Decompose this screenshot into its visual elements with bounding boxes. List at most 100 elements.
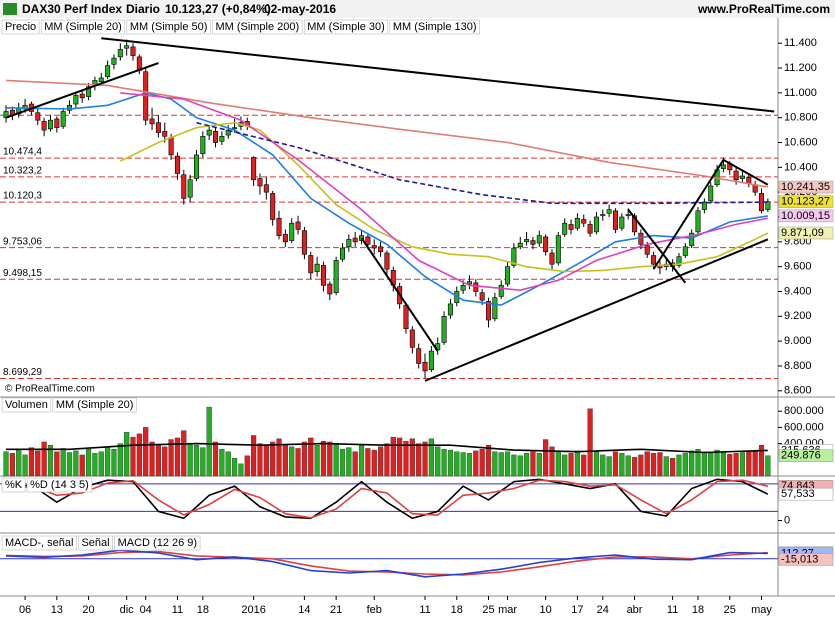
volume-bar [466, 453, 473, 477]
legend-box [303, 19, 389, 35]
logo [3, 3, 17, 15]
volume-bar [22, 454, 28, 477]
volume-bar [168, 439, 174, 477]
candle-body [486, 301, 492, 321]
y-tick-label: 9.400 [784, 285, 812, 297]
last-value-label: 57,533 [781, 488, 815, 500]
candle-body [498, 284, 504, 297]
volume-bar [270, 441, 276, 477]
volume-bar [244, 455, 250, 477]
legend-box [40, 19, 126, 35]
candle-body [555, 235, 561, 264]
volume-bar [282, 445, 288, 477]
volume-bar [92, 453, 98, 477]
candle-body [346, 239, 352, 248]
volume-bar [720, 451, 727, 477]
volume-bar [403, 440, 409, 477]
legend-box [212, 19, 303, 35]
x-tick-label: may [751, 604, 772, 616]
level-label: 10.323,2 [3, 166, 42, 177]
legend-label: MACD (12 26 9) [118, 537, 197, 549]
volume-bar [200, 447, 206, 477]
volume-bar [149, 441, 155, 477]
volume-bar [447, 449, 454, 477]
candle-body [593, 216, 599, 233]
volume-bar [289, 446, 295, 477]
volume-bar [60, 448, 66, 477]
candle-body [720, 164, 726, 169]
volume-bar [212, 441, 219, 477]
quote: 10.123,27 (+0,84%) [165, 2, 271, 16]
volume-bar [543, 439, 549, 477]
volume-bar [314, 445, 320, 477]
candle-body [352, 237, 358, 243]
candle-body [327, 283, 333, 295]
candle-body [505, 266, 511, 285]
legend-label: MACD-, señal [5, 537, 73, 549]
volume-bar [593, 451, 600, 477]
legend-label: MM (Simple 200) [215, 21, 299, 33]
candle-body [441, 316, 447, 343]
legend-label: %D (14 3 5) [30, 479, 89, 491]
candle-body [320, 265, 326, 286]
candle-body [409, 329, 415, 348]
candle-body [733, 170, 739, 181]
candle-body [301, 230, 307, 255]
volume-bar [530, 451, 536, 477]
y-tick-label: 8.600 [784, 385, 812, 397]
volume-bar [682, 453, 688, 477]
plot: 8.6008.8009.0009.2009.4009.6009.80010.00… [0, 19, 834, 616]
volume-bar [409, 438, 415, 477]
candle-body [422, 361, 428, 372]
volume-bar [581, 454, 587, 477]
x-tick-label: 25 [482, 604, 494, 616]
series-line [5, 549, 768, 578]
candle-body [181, 174, 187, 199]
legend-box [52, 397, 137, 413]
x-tick-label: 18 [197, 604, 209, 616]
y-tick-label: 10.800 [784, 112, 818, 124]
legend-box [78, 535, 113, 551]
y-tick-label: 10.400 [784, 161, 818, 173]
candle-body [251, 157, 257, 181]
level-label: 10.120,3 [3, 191, 42, 202]
candle-body [54, 118, 60, 128]
candle-body [378, 246, 384, 253]
volume-bar [85, 449, 92, 477]
candle-body [60, 111, 66, 127]
volume-bar [16, 449, 22, 477]
candle-body [257, 178, 263, 187]
candle-body [606, 209, 612, 214]
candle-body [155, 122, 161, 133]
volume-bar [498, 452, 504, 477]
legend-box [26, 477, 93, 493]
level-label: 9.498,15 [3, 268, 42, 279]
x-tick-label: 11 [419, 604, 430, 616]
last-value-box [778, 487, 834, 501]
volume-bar [752, 450, 758, 477]
x-tick-label: 11 [667, 604, 678, 616]
candle-body [708, 185, 714, 202]
volume-bar [358, 445, 365, 477]
y-tick-label: 8.800 [784, 360, 812, 372]
volume-bar [73, 450, 79, 477]
candle-body [676, 256, 682, 266]
candle-body [568, 224, 574, 230]
candle-body [517, 242, 523, 248]
candle-body [460, 284, 466, 291]
last-value-box [778, 449, 834, 463]
series-line [5, 479, 768, 519]
candle-body [339, 247, 345, 260]
candle-body [384, 252, 390, 270]
series-line [196, 121, 768, 205]
candle-body [651, 255, 657, 265]
volume-bar [181, 430, 187, 477]
volume-bar [739, 452, 746, 477]
y-tick-label: 11.200 [784, 62, 817, 74]
volume-bar [479, 449, 485, 477]
instrument: DAX30 Perf Index [22, 2, 122, 16]
candle-body [365, 236, 371, 245]
candle-body [473, 282, 479, 292]
x-tick-label: mar [498, 604, 517, 616]
volume-bar [689, 450, 695, 477]
